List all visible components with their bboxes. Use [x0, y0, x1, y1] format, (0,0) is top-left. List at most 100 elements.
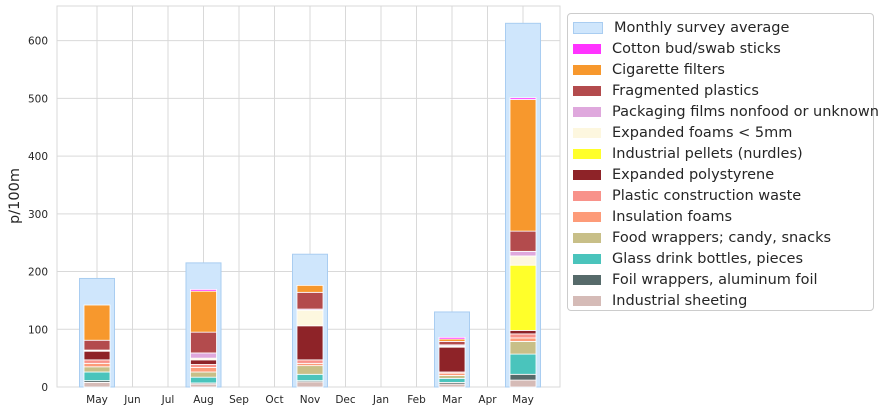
stacked-bar-segment [438, 336, 466, 340]
legend-swatch [573, 106, 601, 117]
stacked-bar-segment [83, 371, 111, 382]
stacked-bar-segment [509, 255, 537, 266]
x-tick-label: Mar [442, 394, 462, 406]
legend-swatch [573, 211, 601, 222]
stacked-bar-segment [509, 373, 537, 381]
x-tick-label: Jul [161, 394, 175, 406]
y-tick-labels: 0 100 200 300 400 500 600 [28, 36, 48, 394]
legend-swatch [573, 274, 601, 285]
legend-item: Expanded polystyrene [568, 164, 873, 185]
legend-swatch [573, 21, 603, 34]
stacked-bar-segment [83, 362, 111, 368]
legend-label: Cigarette filters [612, 61, 725, 78]
stacked-bar-segment [190, 352, 217, 359]
stacked-bar-segment [190, 364, 217, 368]
stacked-bar-segment [438, 346, 466, 373]
legend-swatch [573, 43, 601, 54]
legend-swatch [573, 64, 601, 75]
legend-swatch [573, 253, 601, 264]
legend-label: Monthly survey average [614, 19, 790, 36]
y-tick-label: 600 [28, 36, 48, 48]
legend-item: Glass drink bottles, pieces [568, 248, 873, 269]
x-tick-label: May [512, 394, 534, 406]
x-tick-label: Aug [193, 394, 214, 406]
y-tick-label: 0 [41, 382, 48, 394]
stacked-bar-segment [190, 366, 217, 373]
stacked-bar-segment [509, 250, 537, 257]
stacked-bars [83, 97, 537, 388]
legend-item: Cotton bud/swab sticks [568, 38, 873, 59]
legend-label: Insulation foams [612, 208, 733, 225]
legend-item: Industrial sheeting [568, 290, 873, 311]
stacked-bar-segment [509, 230, 537, 252]
x-tick-label: Dec [335, 394, 356, 406]
stacked-bar-segment [296, 325, 324, 361]
legend-label: Industrial pellets (nurdles) [612, 145, 803, 162]
legend-swatch [573, 169, 601, 180]
x-tick-label: Nov [300, 394, 321, 406]
legend-label: Foil wrappers, aluminum foil [612, 271, 818, 288]
legend-swatch [573, 190, 601, 201]
legend-item: Cigarette filters [568, 59, 873, 80]
stacked-bar-segment [509, 333, 537, 339]
stacked-bar-segment [296, 373, 324, 382]
y-axis-label: p/100m [7, 168, 23, 224]
legend-label: Industrial sheeting [612, 292, 748, 309]
legend-label: Food wrappers; candy, snacks [612, 229, 832, 246]
stacked-bar-segment [190, 383, 217, 388]
stacked-bar-segment [509, 379, 537, 388]
x-tick-label: Sep [229, 394, 249, 406]
legend-label: Expanded foams < 5mm [612, 124, 793, 141]
stacked-bar-segment [509, 99, 537, 232]
legend-item: Industrial pellets (nurdles) [568, 143, 873, 164]
y-tick-label: 200 [28, 267, 48, 279]
x-tick-labels: May Jun Jul Aug Sep Oct Nov Dec Jan Feb Mar Apr May [86, 394, 534, 406]
stacked-bar-segment [296, 381, 324, 388]
stacked-bar-segment [190, 359, 217, 365]
stacked-bar-segment [509, 337, 537, 342]
stacked-bar-segment [190, 376, 217, 384]
x-tick-label: Jan [372, 394, 389, 406]
stacked-bar-segment [438, 340, 466, 346]
legend-swatch [573, 295, 601, 306]
legend-label: Cotton bud/swab sticks [612, 40, 781, 57]
legend-item: Plastic construction waste [568, 185, 873, 206]
y-tick-label: 400 [28, 151, 48, 163]
y-tick-label: 500 [28, 93, 48, 105]
stacked-bar-segment [83, 339, 111, 351]
stacked-bar-segment [509, 264, 537, 331]
stacked-bar-segment [83, 381, 111, 388]
legend-item: Fragmented plastics [568, 80, 873, 101]
stacked-bar-segment [509, 340, 537, 355]
stacked-bar-segment [438, 377, 466, 383]
stacked-bar-segment [190, 290, 217, 333]
legend-label: Expanded polystyrene [612, 166, 775, 183]
legend-item-monthly-average: Monthly survey average [568, 17, 873, 38]
stacked-bar-segment [296, 284, 324, 293]
legend-swatch [573, 148, 601, 159]
stacked-bar-segment [509, 97, 537, 100]
legend-swatch [573, 127, 601, 138]
x-tick-label: Feb [407, 394, 426, 406]
stacked-bar-segment [438, 383, 466, 388]
stacked-bar-segment [83, 304, 111, 341]
stacked-bar-segment [438, 375, 466, 379]
stacked-bar-segment [83, 359, 111, 364]
x-tick-label: Apr [478, 394, 497, 406]
stacked-bar-segment [296, 291, 324, 310]
x-tick-label: May [86, 394, 108, 406]
stacked-bar-segment [509, 330, 537, 335]
stacked-bar-segment [296, 359, 324, 364]
gridlines [57, 6, 560, 388]
legend-label: Fragmented plastics [612, 82, 759, 99]
x-tick-label: Jun [123, 394, 140, 406]
x-tick-label: Oct [265, 394, 283, 406]
stacked-bar-segment [190, 331, 217, 354]
legend-swatch [573, 232, 601, 243]
y-tick-label: 300 [28, 209, 48, 221]
stacked-bar-segment [190, 289, 217, 292]
stacked-bar-segment [296, 365, 324, 375]
stacked-bar-segment [83, 366, 111, 373]
legend-item: Food wrappers; candy, snacks [568, 227, 873, 248]
